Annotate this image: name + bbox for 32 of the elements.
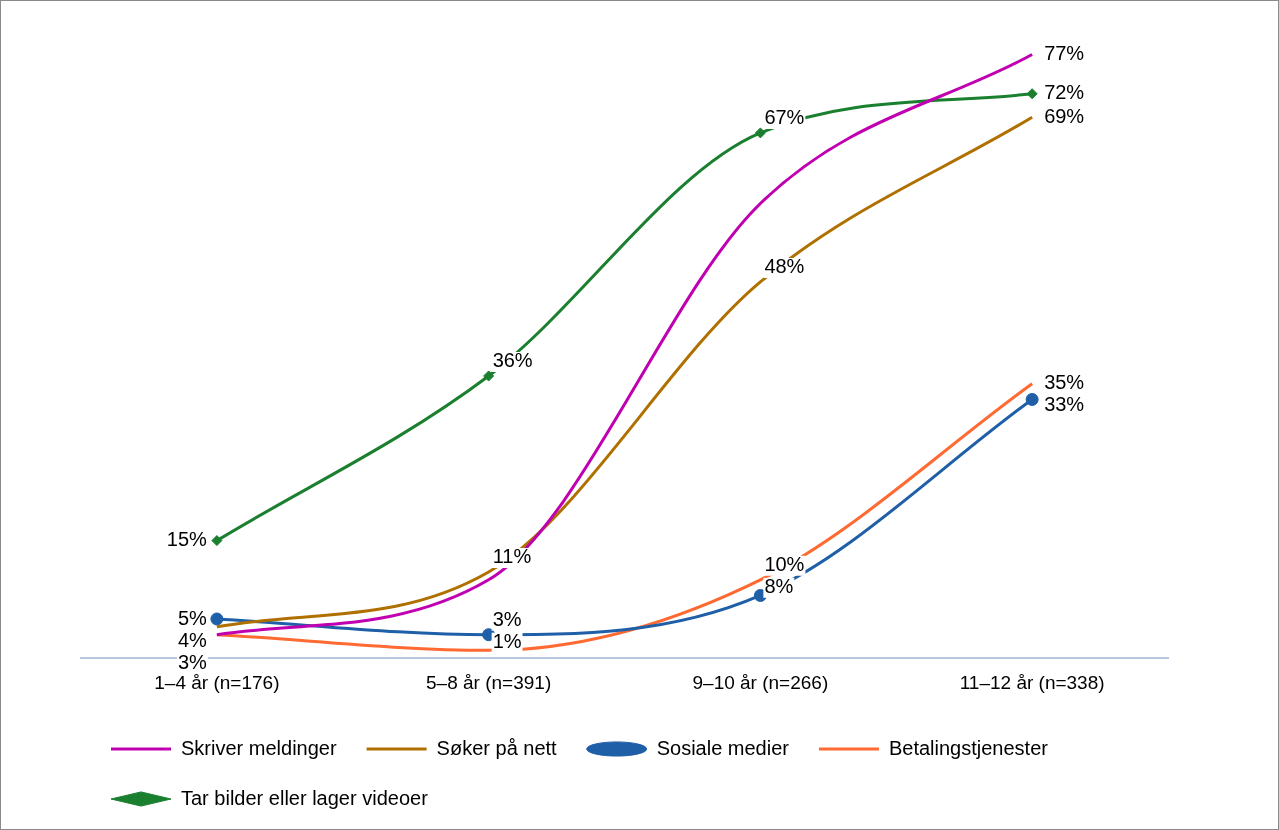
x-tick-label: 5–8 år (n=391) [426,671,552,693]
point [754,127,766,139]
data-label: 33% [1044,393,1085,416]
data-label: 1% [492,630,522,653]
data-label: 15% [166,528,208,551]
legend-label: Søker på nett [436,736,558,759]
x-tick-label: 1–4 år (n=176) [154,671,280,693]
data-label: 36% [492,349,533,372]
data-label: 69% [1044,104,1085,127]
x-tick-label: 11–12 år (n=338) [959,671,1105,693]
data-label: 4% [177,628,208,651]
data-label: 35% [1044,371,1085,394]
point [210,612,224,626]
point [483,370,495,382]
legend-label: Skriver meldinger [181,736,337,759]
data-label: 72% [1044,81,1085,104]
data-label: 8% [764,575,794,598]
data-label: 5% [177,606,208,629]
data-label: 10% [764,553,805,576]
legend-label: Tar bilder eller lager videoer [181,786,429,809]
data-label: 77% [1044,42,1085,65]
point [1025,392,1039,406]
data-label: 67% [764,106,805,129]
data-label: 11% [492,545,532,568]
point [1026,88,1038,100]
legend-label: Sosiale medier [656,736,790,759]
data-label: 48% [764,255,805,278]
data-label: 3% [492,608,522,631]
x-tick-label: 9–10 år (n=266) [692,671,829,693]
point [211,535,223,547]
data-label: 3% [177,650,208,673]
legend-label: Betalingstjenester [888,736,1049,759]
